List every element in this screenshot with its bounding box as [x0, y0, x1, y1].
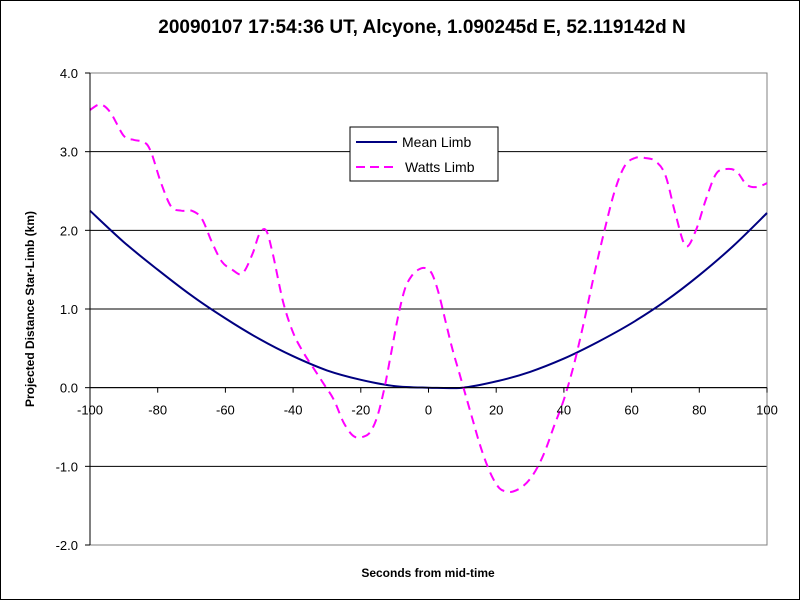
- x-tick-label: 0: [425, 403, 432, 418]
- chart-title: 20090107 17:54:36 UT, Alcyone, 1.090245d…: [158, 17, 685, 38]
- y-tick-label: 2.0: [60, 223, 78, 238]
- y-tick-label: 1.0: [60, 302, 78, 317]
- y-tick-label: -1.0: [56, 459, 78, 474]
- x-tick-label: -20: [351, 403, 370, 418]
- x-tick-label: 80: [692, 403, 706, 418]
- y-axis-label: Projected Distance Star-Limb (km): [23, 211, 37, 407]
- x-tick-label: 60: [624, 403, 638, 418]
- y-tick-label: -2.0: [56, 538, 78, 553]
- y-tick-label: 3.0: [60, 145, 78, 160]
- axes: -2.0 -1.0 0.0 1.0 2.0 3.0 4.0 -100 -80 -60 -40 -20 0…: [56, 66, 778, 553]
- legend-label-watts-limb: Watts Limb: [405, 159, 475, 175]
- x-tick-label: 100: [756, 403, 778, 418]
- x-tick-label: -100: [77, 403, 103, 418]
- x-tick-label: -80: [148, 403, 167, 418]
- legend: Mean Limb Watts Limb: [349, 126, 499, 182]
- legend-box: [349, 126, 499, 182]
- series-line-mean-limb: [89, 209, 768, 390]
- x-tick-label: -40: [284, 403, 303, 418]
- series-line-watts-limb: [89, 103, 768, 494]
- x-axis-label: Seconds from mid-time: [361, 566, 495, 580]
- x-tick-label: -60: [216, 403, 235, 418]
- y-tick-label: 0.0: [60, 381, 78, 396]
- y-tick-label: 4.0: [60, 66, 78, 81]
- legend-label-mean-limb: Mean Limb: [402, 134, 471, 150]
- x-tick-label: 20: [489, 403, 503, 418]
- x-tick-label: 40: [557, 403, 571, 418]
